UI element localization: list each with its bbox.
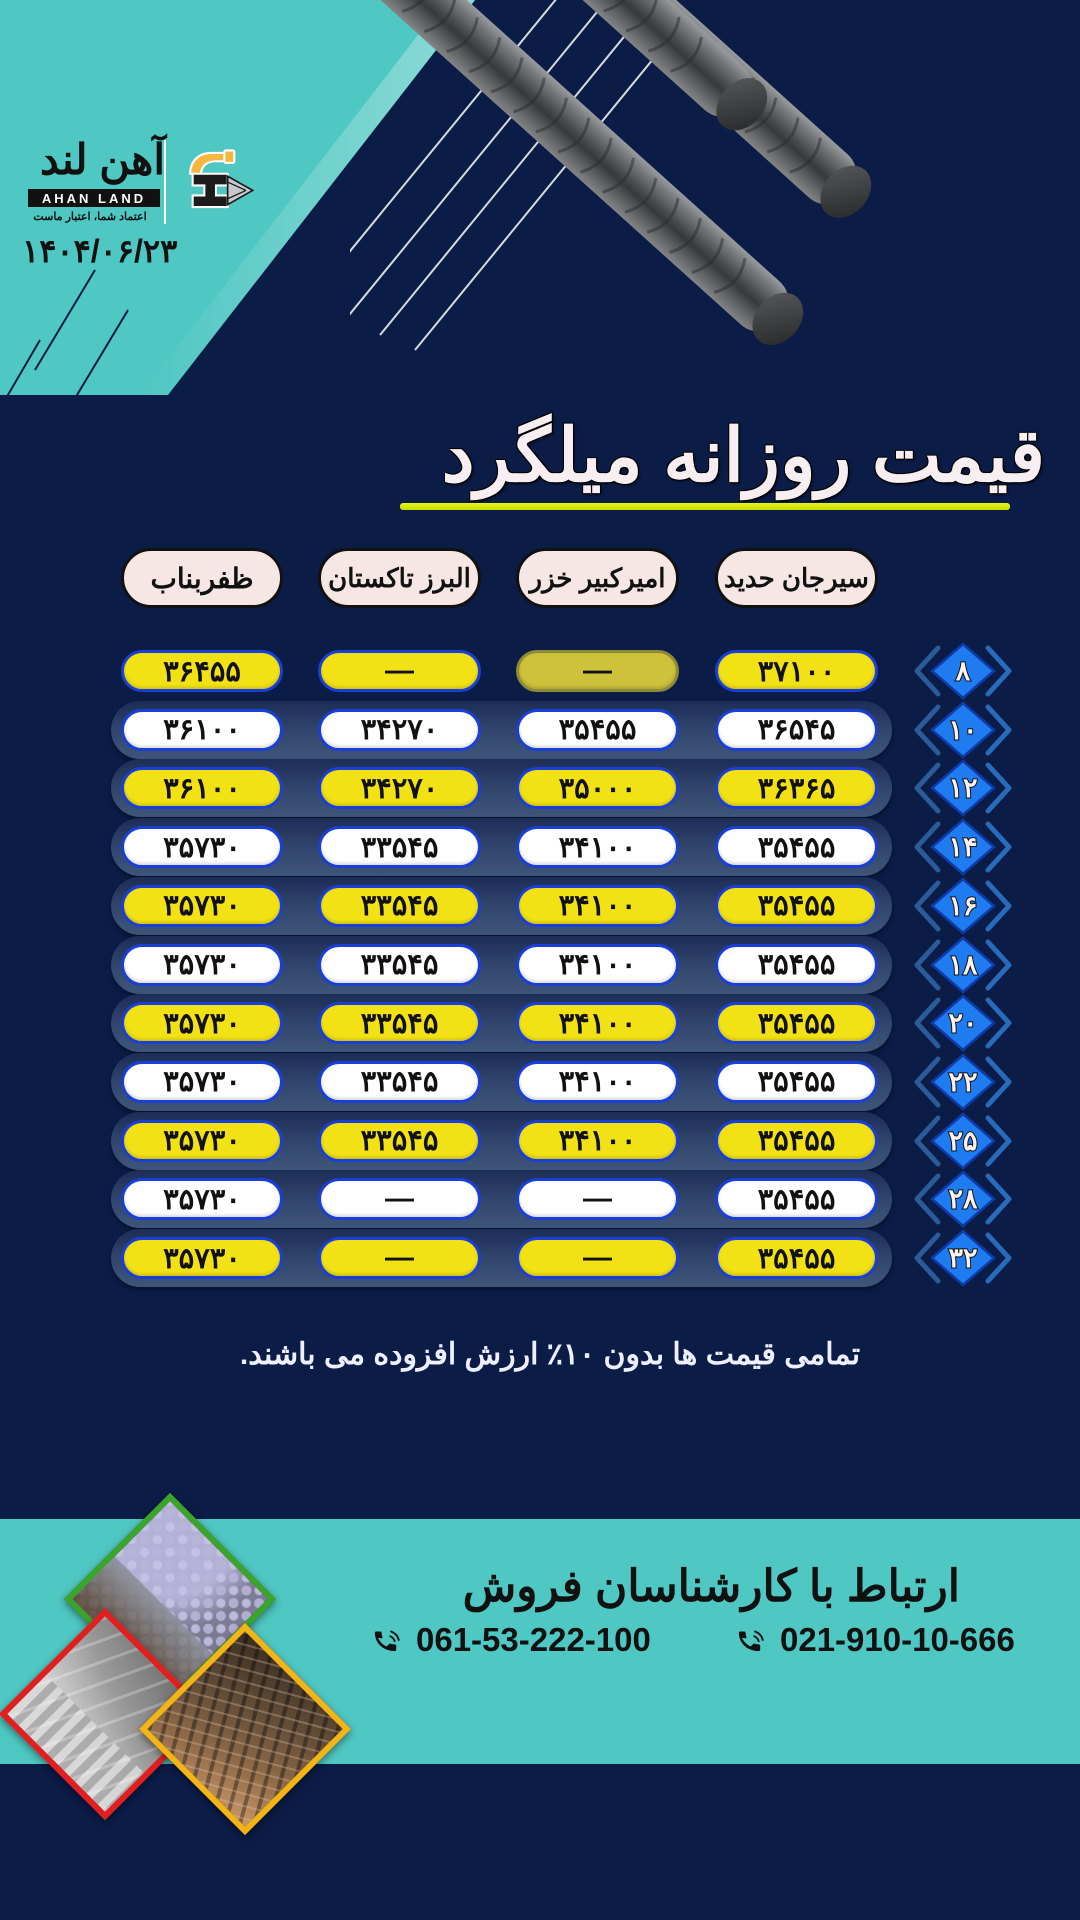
svg-text:۱۲: ۱۲ xyxy=(948,773,977,803)
svg-text:۲۲: ۲۲ xyxy=(948,1067,977,1097)
svg-text:۱۸: ۱۸ xyxy=(948,950,978,980)
svg-text:۸: ۸ xyxy=(956,656,971,686)
svg-text:۳۲: ۳۲ xyxy=(948,1243,977,1273)
svg-text:۲۰: ۲۰ xyxy=(948,1008,977,1038)
svg-text:۱۶: ۱۶ xyxy=(948,891,977,921)
svg-text:۱۴: ۱۴ xyxy=(948,832,977,862)
svg-text:۱۰: ۱۰ xyxy=(948,715,977,745)
svg-text:۲۵: ۲۵ xyxy=(948,1126,977,1156)
svg-text:۲۸: ۲۸ xyxy=(948,1184,978,1214)
